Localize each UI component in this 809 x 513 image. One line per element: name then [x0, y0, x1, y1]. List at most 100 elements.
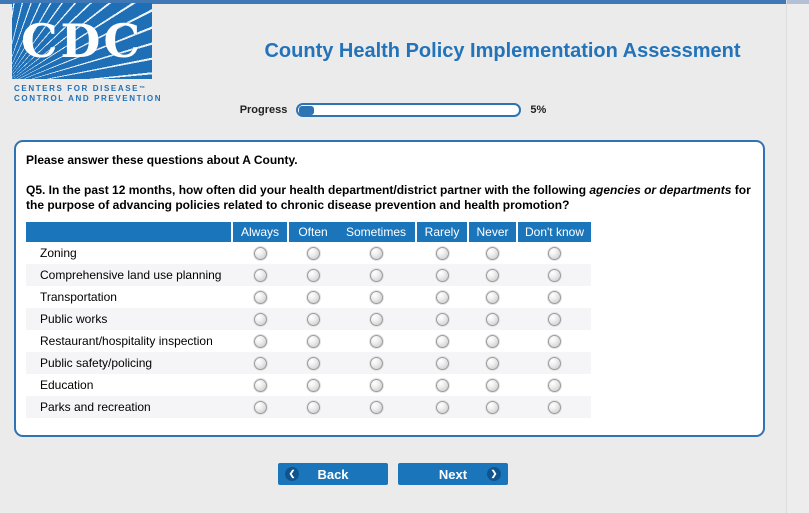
radio-button[interactable] — [486, 356, 499, 370]
radio-button[interactable] — [369, 290, 383, 304]
matrix-cell — [337, 290, 415, 304]
radio-button[interactable] — [548, 400, 561, 414]
trademark-symbol: ™ — [139, 86, 146, 92]
matrix-cell — [233, 378, 287, 392]
radio-button[interactable] — [486, 246, 499, 260]
radio-button[interactable] — [486, 400, 499, 414]
column-header: Never — [469, 222, 516, 242]
column-header: Sometimes — [337, 222, 415, 242]
matrix-cell — [233, 356, 287, 370]
radio-button[interactable] — [369, 400, 383, 414]
radio-button[interactable] — [306, 246, 320, 260]
matrix-cell — [289, 312, 337, 326]
matrix-cell — [233, 312, 287, 326]
radio-button[interactable] — [435, 400, 449, 414]
matrix-cell — [337, 334, 415, 348]
matrix-cell — [289, 378, 337, 392]
radio-button[interactable] — [486, 290, 499, 304]
radio-button[interactable] — [306, 312, 320, 326]
radio-button[interactable] — [306, 268, 320, 282]
row-label: Public works — [40, 312, 108, 326]
radio-button[interactable] — [369, 268, 383, 282]
matrix-cell — [518, 334, 591, 348]
radio-button[interactable] — [253, 356, 267, 370]
radio-button[interactable] — [253, 290, 267, 304]
matrix-cell — [289, 268, 337, 282]
radio-button[interactable] — [435, 312, 449, 326]
radio-button[interactable] — [486, 378, 499, 392]
cdc-logo: CDC — [12, 3, 152, 79]
matrix-row: Education — [26, 374, 591, 396]
row-label: Restaurant/hospitality inspection — [40, 334, 213, 348]
radio-button[interactable] — [253, 378, 267, 392]
radio-button[interactable] — [548, 312, 561, 326]
radio-button[interactable] — [548, 246, 561, 260]
question-emphasis: agencies or departments — [589, 183, 732, 197]
progress-section: Progress 5% — [0, 103, 786, 117]
chevron-right-icon: ❯ — [487, 467, 501, 481]
radio-button[interactable] — [486, 334, 499, 348]
progress-value: 5% — [530, 104, 547, 116]
matrix-row: Parks and recreation — [26, 396, 591, 418]
radio-button[interactable] — [253, 334, 267, 348]
radio-button[interactable] — [369, 334, 383, 348]
matrix-cell — [233, 246, 287, 260]
back-button[interactable]: ❮ Back — [278, 463, 388, 485]
matrix-cell — [469, 400, 516, 414]
top-accent-line — [0, 0, 786, 4]
radio-button[interactable] — [253, 400, 267, 414]
matrix-cell — [518, 312, 591, 326]
radio-button[interactable] — [435, 290, 449, 304]
radio-button[interactable] — [435, 378, 449, 392]
radio-button[interactable] — [435, 356, 449, 370]
radio-button[interactable] — [548, 268, 561, 282]
nav-buttons: ❮ Back Next ❯ — [0, 463, 786, 485]
next-button[interactable]: Next ❯ — [398, 463, 508, 485]
progress-label: Progress — [239, 104, 288, 116]
right-edge-strip — [786, 0, 809, 513]
matrix-cell — [289, 290, 337, 304]
matrix-cell — [289, 334, 337, 348]
radio-button[interactable] — [369, 312, 383, 326]
radio-button[interactable] — [253, 246, 267, 260]
matrix-cell — [469, 268, 516, 282]
radio-button[interactable] — [435, 334, 449, 348]
radio-button[interactable] — [486, 268, 499, 282]
radio-button[interactable] — [306, 400, 320, 414]
radio-button[interactable] — [486, 312, 499, 326]
radio-button[interactable] — [306, 334, 320, 348]
radio-button[interactable] — [548, 356, 561, 370]
matrix-cell — [233, 400, 287, 414]
radio-button[interactable] — [435, 268, 449, 282]
radio-button[interactable] — [369, 378, 383, 392]
radio-button[interactable] — [306, 356, 320, 370]
matrix-cell — [337, 400, 415, 414]
cdc-logo-caption: CENTERS FOR DISEASE™ CONTROL AND PREVENT… — [14, 84, 163, 103]
matrix-cell — [417, 312, 467, 326]
radio-button[interactable] — [369, 356, 383, 370]
radio-button[interactable] — [548, 290, 561, 304]
cdc-logo-acronym: CDC — [20, 14, 144, 68]
question-panel: Please answer these questions about A Co… — [14, 140, 765, 437]
radio-button[interactable] — [435, 246, 449, 260]
matrix-cell — [469, 334, 516, 348]
radio-button[interactable] — [306, 378, 320, 392]
radio-button[interactable] — [253, 268, 267, 282]
radio-button[interactable] — [369, 246, 383, 260]
row-label: Parks and recreation — [40, 400, 151, 414]
back-button-label: Back — [317, 466, 349, 482]
matrix-cell — [469, 378, 516, 392]
radio-button[interactable] — [548, 378, 561, 392]
matrix-row: Transportation — [26, 286, 591, 308]
matrix-cell — [289, 356, 337, 370]
page-title: County Health Policy Implementation Asse… — [264, 40, 741, 62]
radio-button[interactable] — [548, 334, 561, 348]
radio-button[interactable] — [306, 290, 320, 304]
radio-button[interactable] — [253, 312, 267, 326]
row-label: Zoning — [40, 246, 77, 260]
matrix-row: Restaurant/hospitality inspection — [26, 330, 591, 352]
column-header: Rarely — [417, 222, 467, 242]
progress-bar — [296, 103, 522, 117]
progress-fill — [299, 105, 315, 115]
matrix-cell — [518, 290, 591, 304]
